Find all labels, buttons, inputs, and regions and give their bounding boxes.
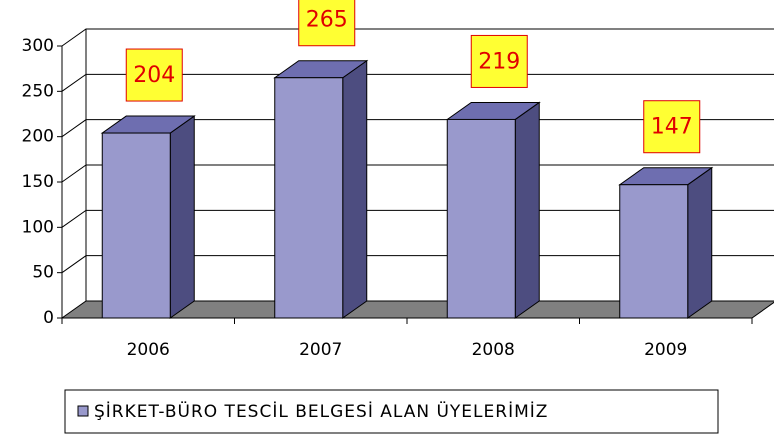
x-tick-label: 2009 bbox=[644, 340, 687, 360]
y-tick-label: 300 bbox=[22, 36, 54, 56]
bar-side bbox=[687, 166, 713, 319]
value-label: 147 bbox=[651, 115, 693, 140]
value-label: 219 bbox=[478, 49, 520, 74]
y-tick-label: 100 bbox=[22, 217, 54, 237]
bar-side bbox=[342, 59, 368, 319]
legend-swatch bbox=[77, 405, 89, 417]
value-label-box bbox=[125, 48, 183, 102]
y-tick-label: 250 bbox=[22, 81, 54, 101]
grid-line bbox=[61, 28, 774, 47]
x-tick-label: 2007 bbox=[299, 340, 342, 360]
x-tick-label: 2008 bbox=[472, 340, 515, 360]
floor bbox=[60, 300, 774, 319]
y-tick-label: 150 bbox=[22, 172, 54, 192]
value-label-box bbox=[298, 0, 356, 47]
legend-label: ŞİRKET-BÜRO TESCİL BELGESİ ALAN ÜYELERİM… bbox=[94, 400, 548, 422]
value-label-box bbox=[643, 100, 701, 154]
legend-box bbox=[64, 389, 719, 434]
value-label-box bbox=[470, 34, 528, 88]
bar-side bbox=[169, 115, 195, 319]
x-tick-label: 2006 bbox=[127, 340, 170, 360]
bar-side bbox=[514, 101, 540, 319]
y-tick-label: 200 bbox=[22, 127, 54, 147]
bar bbox=[619, 184, 689, 319]
value-label: 204 bbox=[133, 63, 175, 88]
bar bbox=[274, 77, 344, 319]
value-label: 265 bbox=[306, 8, 348, 33]
y-tick-label: 50 bbox=[32, 263, 54, 283]
y-tick-label: 0 bbox=[43, 308, 54, 328]
bar bbox=[101, 132, 171, 319]
bar bbox=[446, 118, 516, 319]
